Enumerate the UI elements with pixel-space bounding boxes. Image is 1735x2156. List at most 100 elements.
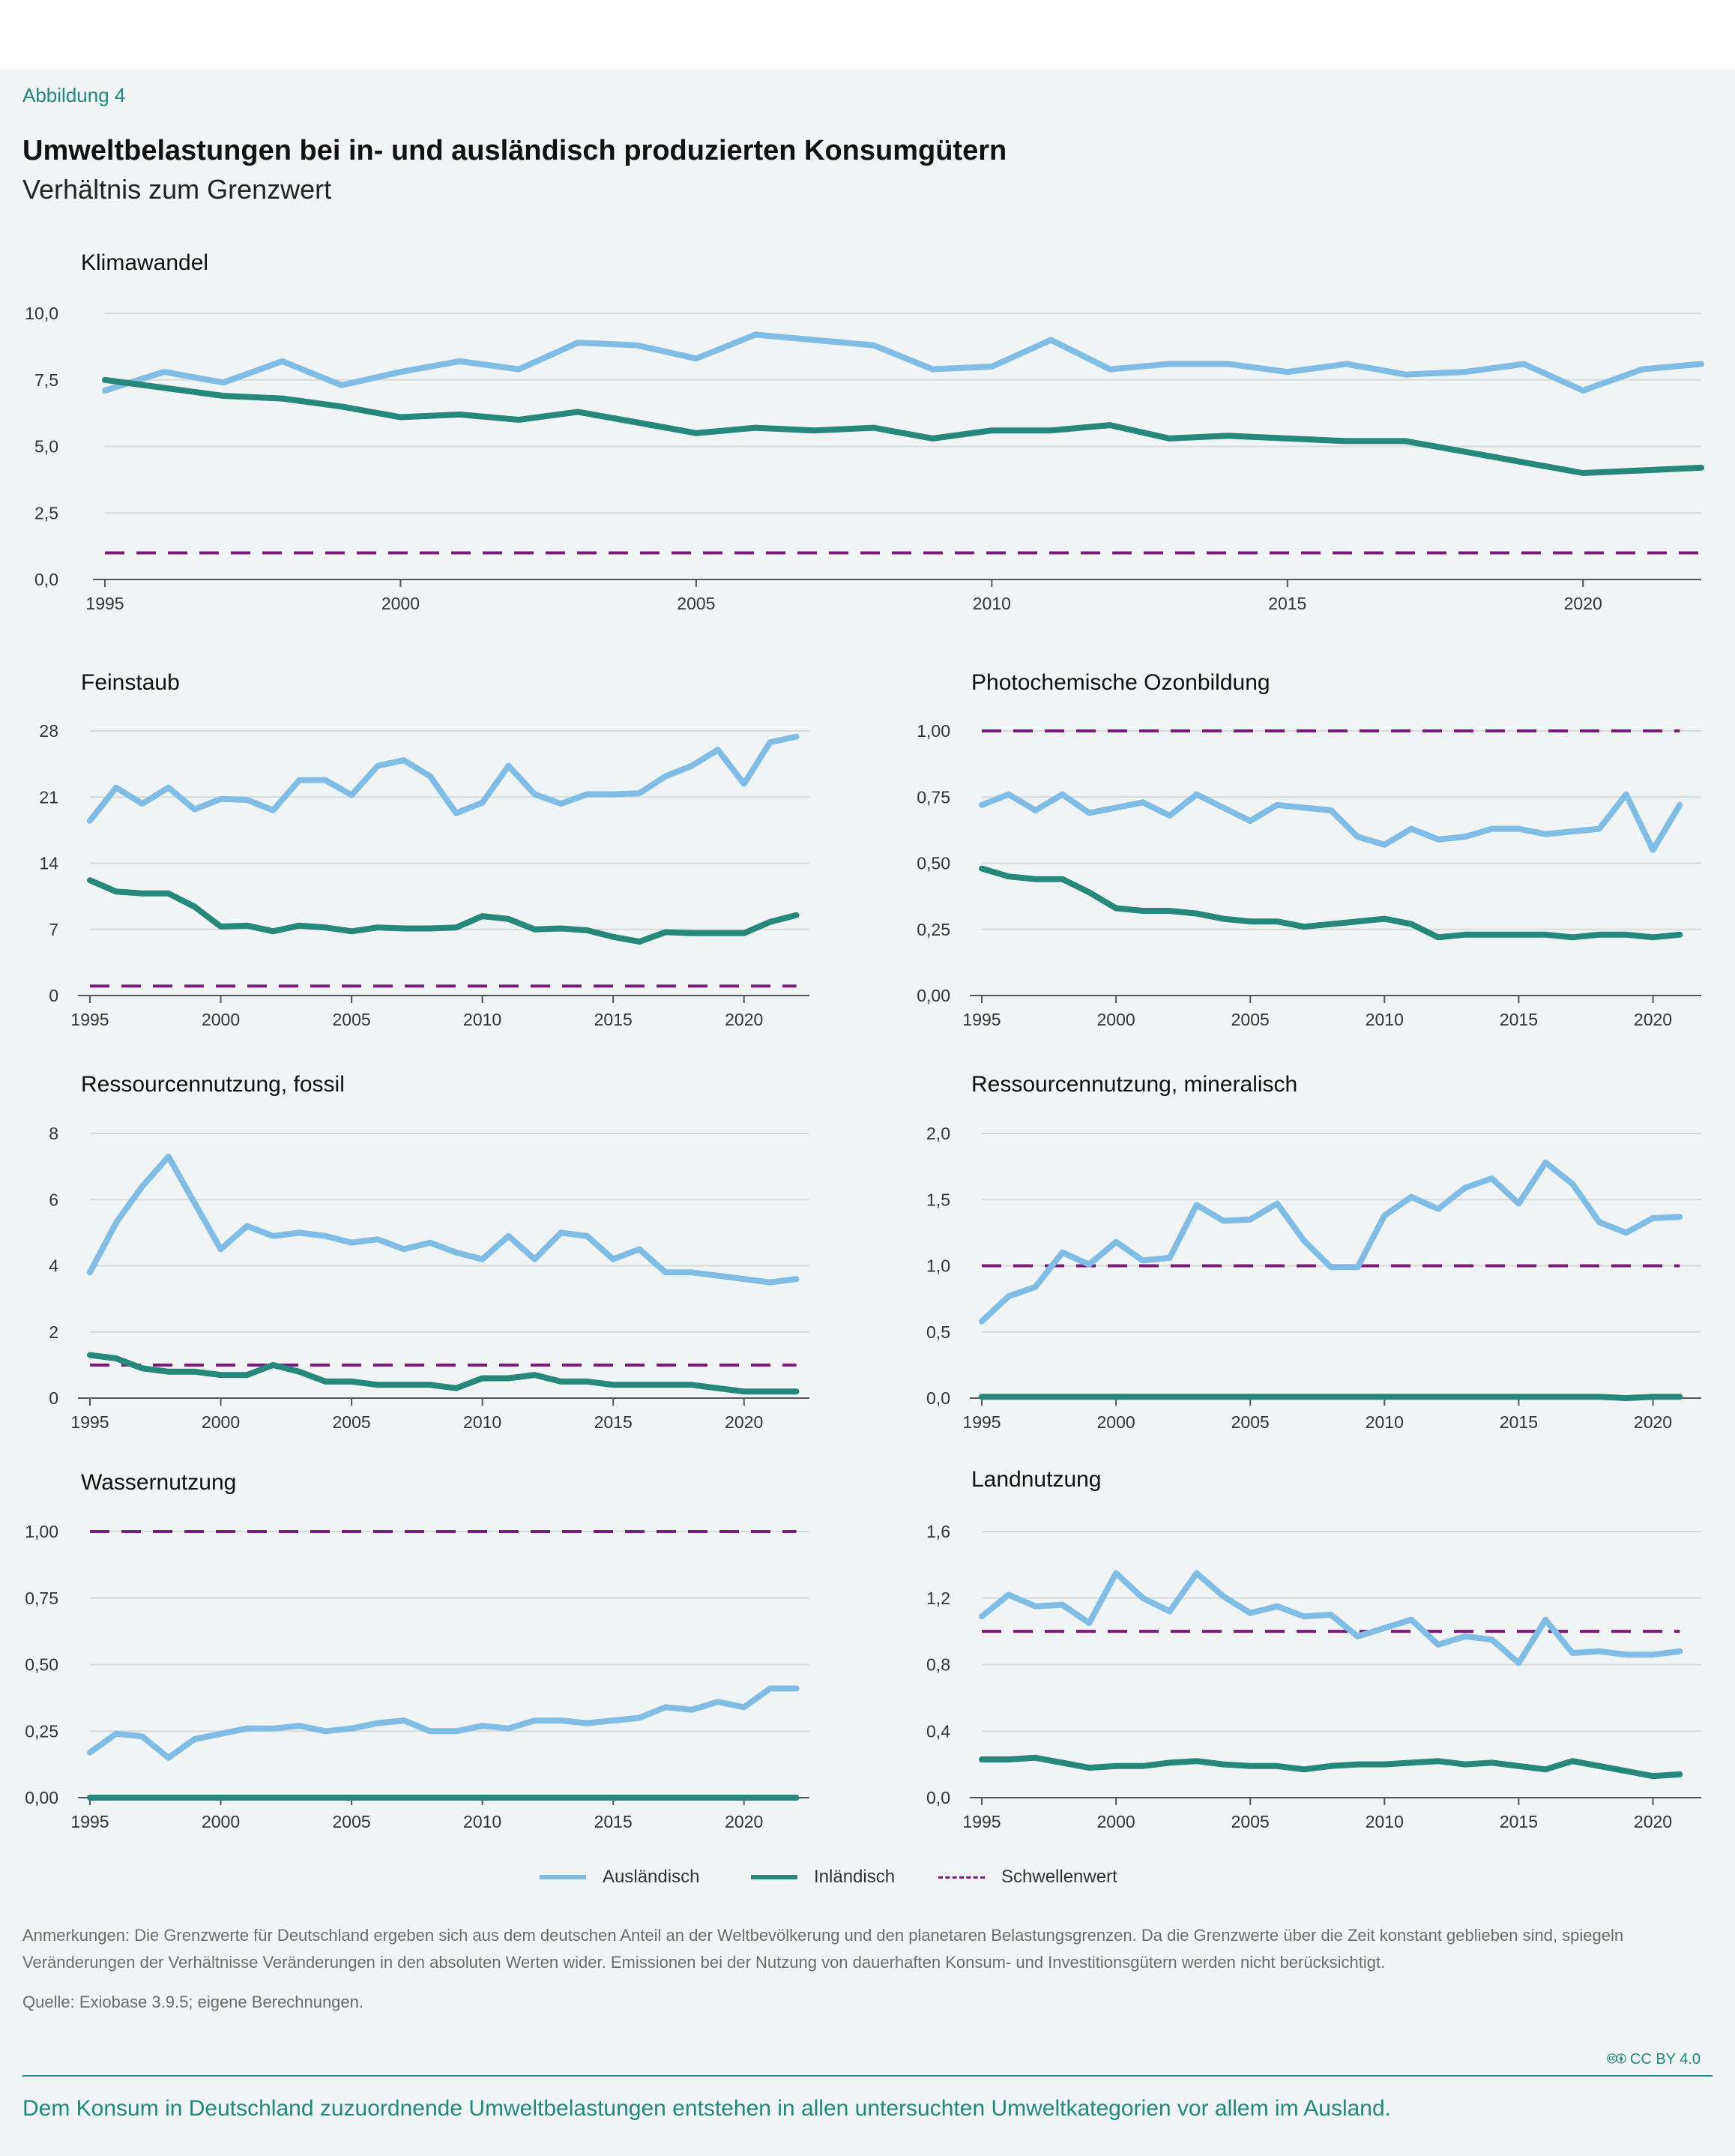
series-line-auslaendisch [979,1570,1683,1666]
chart-title: Landnutzung [971,1467,1102,1492]
y-tick-label: 0,75 [917,787,950,807]
x-tick-label: 2015 [594,1412,633,1432]
x-tick-label: 2010 [463,1412,501,1432]
x-tick-label: 2000 [1097,1812,1135,1831]
legend-label-inlaendisch: Inländisch [814,1867,896,1887]
x-tick-label: 1995 [962,1010,1001,1029]
x-tick-label: 2000 [202,1010,240,1029]
y-tick-label: 1,5 [926,1190,950,1209]
x-tick-label: 2000 [1097,1010,1135,1029]
series-line-auslaendisch [87,1153,800,1286]
x-tick-label: 2020 [725,1812,763,1831]
license-label: CC BY 4.0 [1629,2051,1701,2068]
x-tick-label: 2005 [1231,1010,1270,1029]
legend-item-auslaendisch: Ausländisch [540,1862,699,1892]
x-tick-label: 2000 [202,1412,240,1432]
legend-swatch-inlaendisch [751,1875,797,1879]
legend-swatch-schwellenwert [938,1876,985,1879]
y-tick-label: 0,0 [926,1788,950,1807]
chart-title: Ressourcennutzung, mineralisch [971,1072,1297,1097]
x-tick-label: 2020 [725,1010,763,1029]
x-tick-label: 1995 [85,594,124,613]
series-line-auslaendisch [87,1685,800,1761]
y-tick-label: 8 [49,1124,58,1143]
y-tick-label: 0,50 [25,1655,58,1675]
y-tick-label: 0,00 [917,986,950,1005]
x-tick-label: 2015 [1268,594,1306,613]
x-tick-label: 2015 [594,1010,633,1029]
x-tick-label: 1995 [70,1010,109,1029]
x-tick-label: 2005 [1231,1812,1270,1831]
y-tick-label: 7,5 [34,370,58,390]
y-tick-label: 1,00 [917,721,950,741]
x-tick-label: 1995 [962,1812,1001,1831]
x-tick-label: 2000 [1097,1412,1135,1432]
y-tick-label: 1,2 [926,1589,950,1608]
x-tick-label: 2005 [333,1010,371,1029]
series-line-inlaendisch [102,376,1704,476]
y-tick-label: 14 [39,854,58,873]
y-tick-label: 10,0 [25,304,58,323]
x-tick-label: 2020 [725,1412,763,1432]
x-tick-label: 2015 [1500,1812,1538,1831]
x-tick-label: 1995 [70,1812,109,1831]
y-tick-label: 0,00 [25,1788,58,1807]
y-tick-label: 2,5 [34,503,58,523]
y-tick-label: 1,0 [926,1256,950,1276]
x-tick-label: 2020 [1634,1412,1672,1432]
license-badge: 🅭🅯 CC BY 4.0 [1608,2051,1701,2069]
legend-label-auslaendisch: Ausländisch [603,1867,700,1887]
y-tick-label: 2 [49,1322,58,1342]
y-tick-label: 0,4 [926,1721,950,1741]
y-tick-label: 1,6 [926,1522,950,1541]
source-note: Quelle: Exiobase 3.9.5; eigene Berechnun… [22,1993,363,2011]
legend-swatch-auslaendisch [540,1875,586,1879]
series-line-auslaendisch [979,791,1683,853]
y-tick-label: 5,0 [34,437,58,457]
y-tick-label: 28 [39,721,58,741]
y-tick-label: 6 [49,1190,58,1209]
series-line-inlaendisch [979,1394,1683,1401]
x-tick-label: 2000 [381,594,420,613]
series-line-auslaendisch [87,733,800,824]
figure-number: Abbildung 4 [22,84,126,106]
chart-title: Ressourcennutzung, fossil [81,1072,345,1097]
chart-title: Klimawandel [81,250,208,275]
y-tick-label: 0,8 [926,1655,950,1675]
x-tick-label: 2010 [1366,1010,1404,1029]
series-line-auslaendisch [102,331,1704,394]
figure-panel [0,69,1735,2156]
y-tick-label: 2,0 [926,1124,950,1143]
cc-icon: 🅭🅯 [1607,2051,1630,2068]
y-tick-label: 0,0 [926,1388,950,1408]
x-tick-label: 2005 [1231,1412,1270,1432]
legend-label-schwellenwert: Schwellenwert [1001,1867,1117,1887]
x-tick-label: 2015 [1500,1412,1538,1432]
x-tick-label: 2010 [1366,1412,1404,1432]
x-tick-label: 2010 [463,1010,501,1029]
y-tick-label: 4 [49,1256,58,1276]
key-takeaway: Dem Konsum in Deutschland zuzuordnende U… [22,2096,1392,2121]
y-tick-label: 0 [49,986,58,1005]
y-tick-label: 0,25 [917,920,950,939]
series-line-inlaendisch [87,877,800,945]
legend-item-schwellenwert: Schwellenwert [938,1862,1117,1892]
figure-subtitle: Verhältnis zum Grenzwert [22,174,332,205]
x-tick-label: 2010 [973,594,1011,613]
x-tick-label: 2010 [463,1812,501,1831]
x-tick-label: 2020 [1634,1010,1672,1029]
series-line-inlaendisch [87,1352,800,1395]
footer-divider [22,2075,1713,2077]
y-tick-label: 0,25 [25,1721,58,1741]
x-tick-label: 2015 [594,1812,633,1831]
y-tick-label: 0,0 [34,570,58,589]
x-tick-label: 2000 [202,1812,240,1831]
x-tick-label: 2010 [1366,1812,1404,1831]
x-tick-label: 2020 [1564,594,1602,613]
y-tick-label: 0 [49,1388,58,1408]
figure-title: Umweltbelastungen bei in- und ausländisc… [22,135,1007,166]
x-tick-label: 1995 [70,1412,109,1432]
footnote-remarks: Anmerkungen: Die Grenzwerte für Deutschl… [22,1926,1624,1972]
y-tick-label: 0,50 [917,854,950,873]
x-tick-label: 1995 [962,1412,1001,1432]
